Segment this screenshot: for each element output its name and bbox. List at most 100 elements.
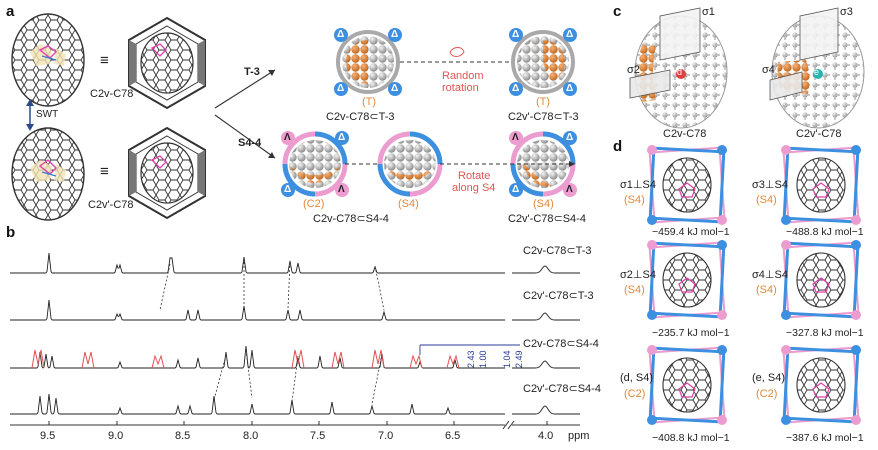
random-rotation-1: Random xyxy=(442,70,484,82)
nmr-red-peak-2 xyxy=(81,351,95,369)
nmr-trace-tail-3 xyxy=(512,360,580,369)
label-c-right: C2v'-C78 xyxy=(796,128,842,140)
nmr-correlation-6 xyxy=(245,349,253,399)
integral-4: 2.49 xyxy=(514,350,524,368)
d-fullerene-4 xyxy=(796,252,846,308)
sym-bottom-2: (S4) xyxy=(398,198,419,210)
trace-label-3: C2v-C78⊂S4-4 xyxy=(523,338,599,350)
label-top-right: C2v'-C78⊂T-3 xyxy=(508,111,579,123)
cage-c2v-prime xyxy=(769,7,865,129)
nmr-trace-1 xyxy=(10,252,505,274)
delta-b2: Δ xyxy=(284,184,292,195)
equiv-top: ≡ xyxy=(100,52,109,69)
complex-t3-right xyxy=(511,30,575,94)
label-top-left: C2v-C78⊂T-3 xyxy=(326,111,395,123)
nmr-correlation-4 xyxy=(374,265,385,311)
swt-arrow xyxy=(26,99,34,131)
complex-s44-3 xyxy=(510,131,576,197)
hex-host-bottom xyxy=(128,126,206,220)
tick-8-0: 8.0 xyxy=(243,430,259,442)
nmr-correlation-5 xyxy=(213,354,227,401)
d-energy-4: −327.8 kJ mol−1 xyxy=(786,327,864,339)
lambda-b1: Λ xyxy=(284,132,291,143)
nmr-trace-4 xyxy=(10,393,505,415)
complex-s44-1 xyxy=(282,131,348,197)
nmr-red-peak-4 xyxy=(291,349,305,369)
fullerene-c2v-prime-bottom xyxy=(11,127,85,221)
d-fullerene-3 xyxy=(662,252,712,308)
nmr-red-peak-3 xyxy=(151,354,165,369)
complex-s44-2 xyxy=(377,131,443,197)
tick-4-0: 4.0 xyxy=(538,430,554,442)
d-square-5 xyxy=(647,345,727,425)
d-label-6: (e, S4) xyxy=(752,372,786,384)
sym-bottom-3: (S4) xyxy=(533,198,554,210)
swt-label: SWT xyxy=(36,109,59,120)
panel-b-letter: b xyxy=(6,224,16,241)
nmr-red-peak-1 xyxy=(31,349,45,369)
delta-b3: Δ xyxy=(566,132,574,143)
corner-dots-bottom xyxy=(281,131,577,197)
delta-tr4: Δ xyxy=(566,83,574,94)
sigma4: σ4 xyxy=(762,64,775,76)
random-rotation-2: rotation xyxy=(442,82,479,94)
d-label-2: σ3⊥S4 xyxy=(752,179,788,191)
integral-1: 2.43 xyxy=(466,350,476,368)
panel-a-letter: a xyxy=(6,3,15,20)
d-label-1: σ1⊥S4 xyxy=(620,179,656,191)
nmr-axis xyxy=(10,420,580,430)
panel-d-squares xyxy=(647,145,861,425)
d-sym-2: (S4) xyxy=(756,194,777,206)
hex-host-top xyxy=(128,16,206,110)
d-energy-1: −459.4 kJ mol−1 xyxy=(652,226,730,238)
equiv-bottom: ≡ xyxy=(100,163,109,180)
nmr-trace-tail-2 xyxy=(512,312,580,321)
d-label-4: σ4⊥S4 xyxy=(752,269,788,281)
tick-9-0: 9.0 xyxy=(108,430,124,442)
d-energy-6: −387.6 kJ mol−1 xyxy=(786,432,864,444)
axis-unit: ppm xyxy=(568,430,590,442)
delta-b4: Δ xyxy=(512,184,520,195)
d-energy-2: −488.8 kJ mol−1 xyxy=(786,226,864,238)
d-square-6 xyxy=(781,345,861,425)
nmr-trace-tail-4 xyxy=(512,405,580,415)
sigma1: σ1 xyxy=(702,6,715,18)
label-c-left: C2v-C78 xyxy=(663,128,707,140)
d-fullerene-5 xyxy=(662,357,712,413)
delta-tr3: Δ xyxy=(512,83,520,94)
sym-top-left: (T) xyxy=(362,96,377,108)
sym-bottom-1: (C2) xyxy=(303,198,325,210)
delta-b1: Δ xyxy=(338,132,346,143)
sym-top-right: (T) xyxy=(536,96,551,108)
nmr-red-peak-7 xyxy=(409,354,423,369)
cage-c2v xyxy=(629,7,728,129)
d-fullerene-6 xyxy=(796,357,846,413)
nmr-trace-3 xyxy=(10,345,505,369)
tick-8-5: 8.5 xyxy=(175,430,191,442)
nmr-spectra xyxy=(10,252,580,415)
arrow-s44-label: S4-4 xyxy=(238,137,262,149)
d-sym-6: (C2) xyxy=(756,388,778,400)
lambda-b3: Λ xyxy=(512,132,519,143)
d-fullerene-1 xyxy=(662,157,712,213)
nmr-trace-tail-1 xyxy=(512,265,580,274)
d-square-1 xyxy=(647,145,727,225)
d-sym-1: (S4) xyxy=(624,194,645,206)
nmr-red-peak-8 xyxy=(446,354,460,369)
point-e: e xyxy=(814,67,820,77)
rotate-along-1: Rotate xyxy=(458,170,491,182)
d-label-5: (d, S4) xyxy=(620,372,654,384)
delta-tl1: Δ xyxy=(337,29,345,40)
nmr-trace-2 xyxy=(10,299,505,321)
tick-7-5: 7.5 xyxy=(310,430,326,442)
d-square-3 xyxy=(647,240,727,320)
delta-tr1: Δ xyxy=(512,29,520,40)
panel-c-letter: c xyxy=(613,3,622,20)
sigma3: σ3 xyxy=(840,6,853,18)
d-label-3: σ2⊥S4 xyxy=(620,269,656,281)
fullerene-c2v-top xyxy=(11,13,85,107)
trace-label-1: C2v-C78⊂T-3 xyxy=(523,245,592,257)
complex-t3-left xyxy=(336,30,400,94)
lambda-b2: Λ xyxy=(338,184,345,195)
